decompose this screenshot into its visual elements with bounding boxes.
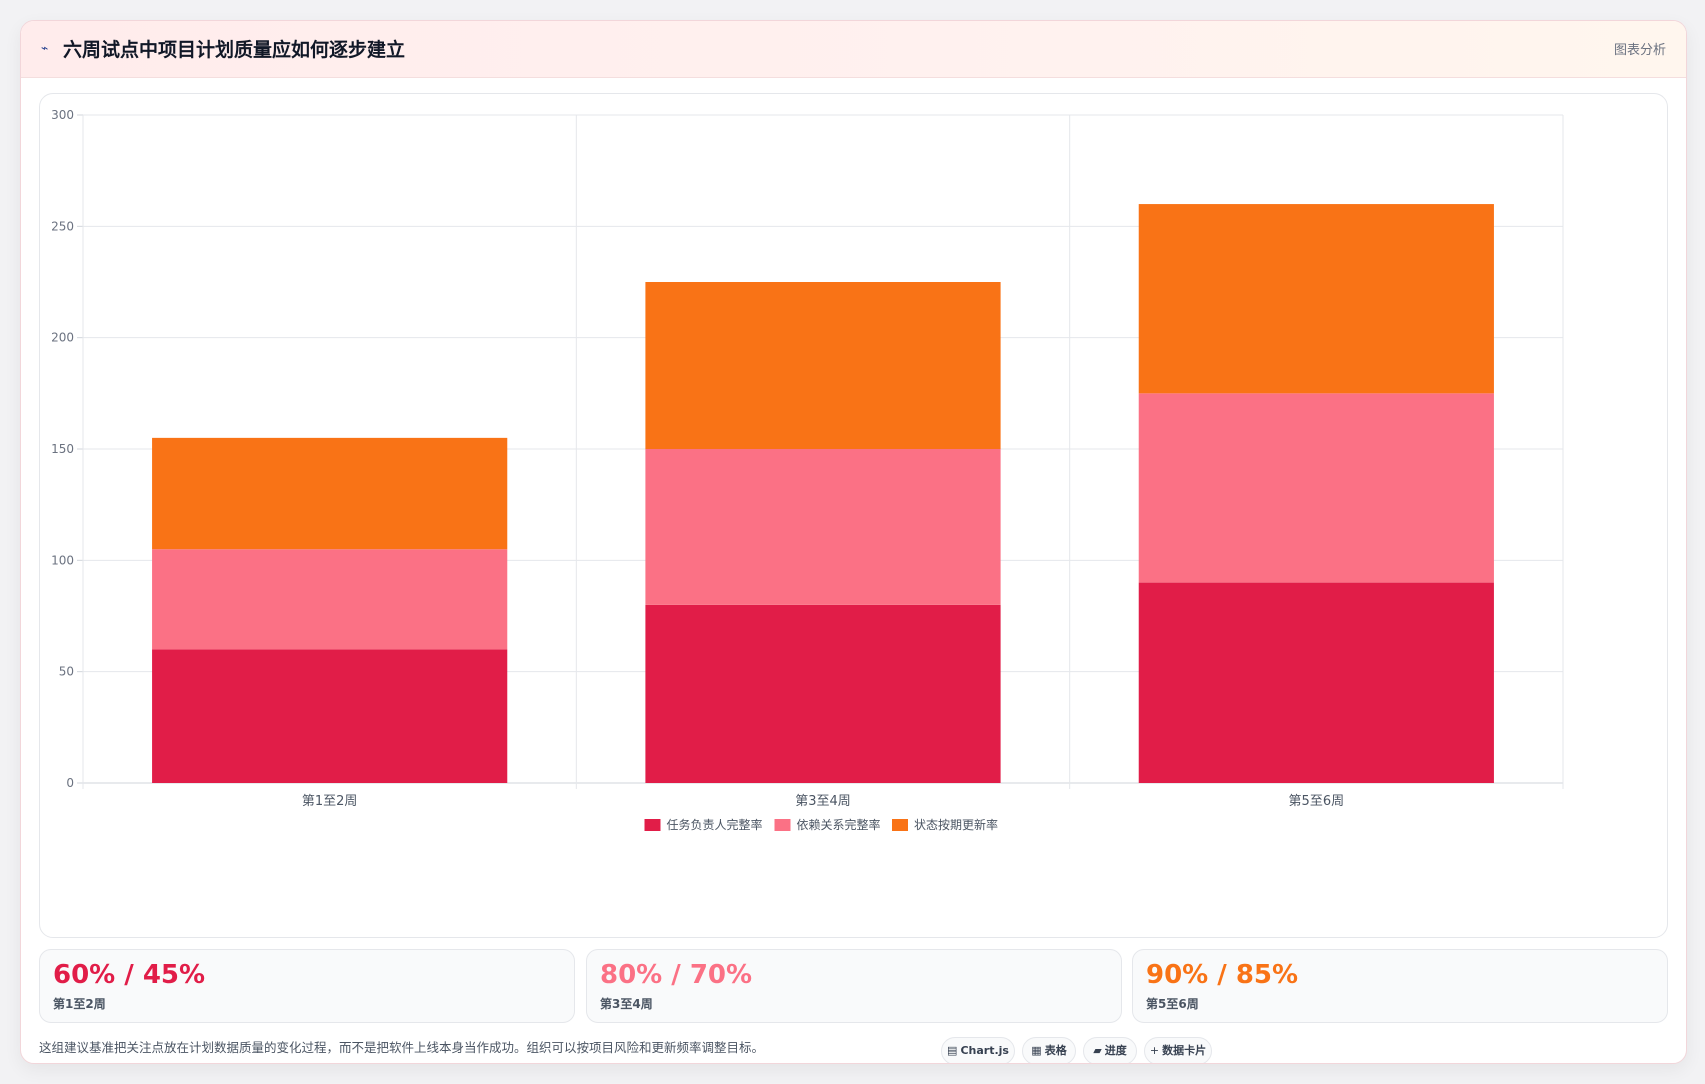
chip-data-card[interactable]: + 数据卡片 bbox=[1144, 1037, 1212, 1063]
stats-row: 60% / 45% 第1至2周 80% / 70% 第3至4周 90% / 85… bbox=[39, 949, 1668, 1023]
bar-segment bbox=[645, 282, 1001, 449]
legend-label: 任务负责人完整率 bbox=[667, 817, 763, 832]
chip-label: Chart.js bbox=[960, 1044, 1009, 1057]
chip-label: 数据卡片 bbox=[1162, 1044, 1207, 1057]
plus-icon: + bbox=[1149, 1044, 1160, 1057]
stat-card-week-1-2: 60% / 45% 第1至2周 bbox=[39, 949, 575, 1023]
chart-icon: ▤ bbox=[947, 1044, 958, 1057]
bar-segment bbox=[645, 604, 1001, 783]
stat-card-week-5-6: 90% / 85% 第5至6周 bbox=[1132, 949, 1668, 1023]
y-tick-label: 50 bbox=[59, 665, 74, 679]
x-tick-label: 第1至2周 bbox=[302, 794, 358, 809]
stat-value: 90% / 85% bbox=[1146, 960, 1299, 990]
bar-segment bbox=[152, 437, 508, 550]
legend-label: 依赖关系完整率 bbox=[797, 817, 881, 832]
y-tick-label: 0 bbox=[66, 776, 74, 790]
stat-label: 第3至4周 bbox=[600, 997, 653, 1011]
legend-swatch bbox=[644, 819, 661, 831]
stacked-bar-chart: 0 50 100 150 200 250 300 第1至2周 第3至4周 第5至6周任务负责人完整… bbox=[51, 108, 1564, 832]
chart-analysis-label: 图表分析 bbox=[1613, 43, 1666, 58]
legend-label: 状态按期更新率 bbox=[914, 817, 998, 832]
y-tick-label: 150 bbox=[51, 442, 74, 456]
chip-table[interactable]: ▦ 表格 bbox=[1022, 1037, 1076, 1063]
y-tick-label: 250 bbox=[51, 219, 74, 233]
bar-segment bbox=[152, 549, 508, 650]
stat-value: 60% / 45% bbox=[53, 960, 206, 990]
footnote: 这组建议基准把关注点放在计划数据质量的变化过程，而不是把软件上线本身当作成功。组… bbox=[39, 1040, 765, 1055]
stat-label: 第5至6周 bbox=[1146, 997, 1199, 1011]
chart-panel: 0 50 100 150 200 250 300 第1至2周 第3至4周 第5至6周任务负责人完整… bbox=[39, 93, 1668, 938]
y-tick-label: 200 bbox=[51, 331, 74, 345]
bar-segment bbox=[152, 649, 508, 783]
bar-segment bbox=[1138, 582, 1494, 783]
chip-progress[interactable]: ▰ 进度 bbox=[1083, 1037, 1137, 1063]
progress-icon: ▰ bbox=[1093, 1044, 1102, 1057]
x-tick-label: 第3至4周 bbox=[795, 794, 851, 809]
stat-card-week-3-4: 80% / 70% 第3至4周 bbox=[586, 949, 1122, 1023]
y-tick-label: 100 bbox=[51, 553, 74, 567]
chart-card: ⌁ 六周试点中项目计划质量应如何逐步建立 图表分析 0 50 100 150 200 25… bbox=[20, 20, 1687, 1064]
table-icon: ▦ bbox=[1031, 1044, 1042, 1057]
card-header: ⌁ 六周试点中项目计划质量应如何逐步建立 图表分析 bbox=[21, 21, 1686, 78]
x-tick-label: 第5至6周 bbox=[1289, 794, 1345, 809]
bar-segment bbox=[1138, 393, 1494, 583]
stat-label: 第1至2周 bbox=[53, 997, 106, 1011]
y-tick-label: 300 bbox=[51, 108, 74, 122]
legend-swatch bbox=[774, 819, 791, 831]
chip-label: 表格 bbox=[1044, 1044, 1067, 1057]
legend-swatch bbox=[892, 819, 908, 831]
page-title: 六周试点中项目计划质量应如何逐步建立 bbox=[63, 39, 406, 61]
bar-segment bbox=[645, 449, 1001, 605]
chip-chartjs[interactable]: ▤ Chart.js bbox=[941, 1037, 1015, 1063]
stat-value: 80% / 70% bbox=[600, 960, 753, 990]
chip-label: 进度 bbox=[1104, 1044, 1127, 1057]
bar-segment bbox=[1138, 204, 1494, 394]
trend-icon: ⌁ bbox=[41, 41, 49, 55]
